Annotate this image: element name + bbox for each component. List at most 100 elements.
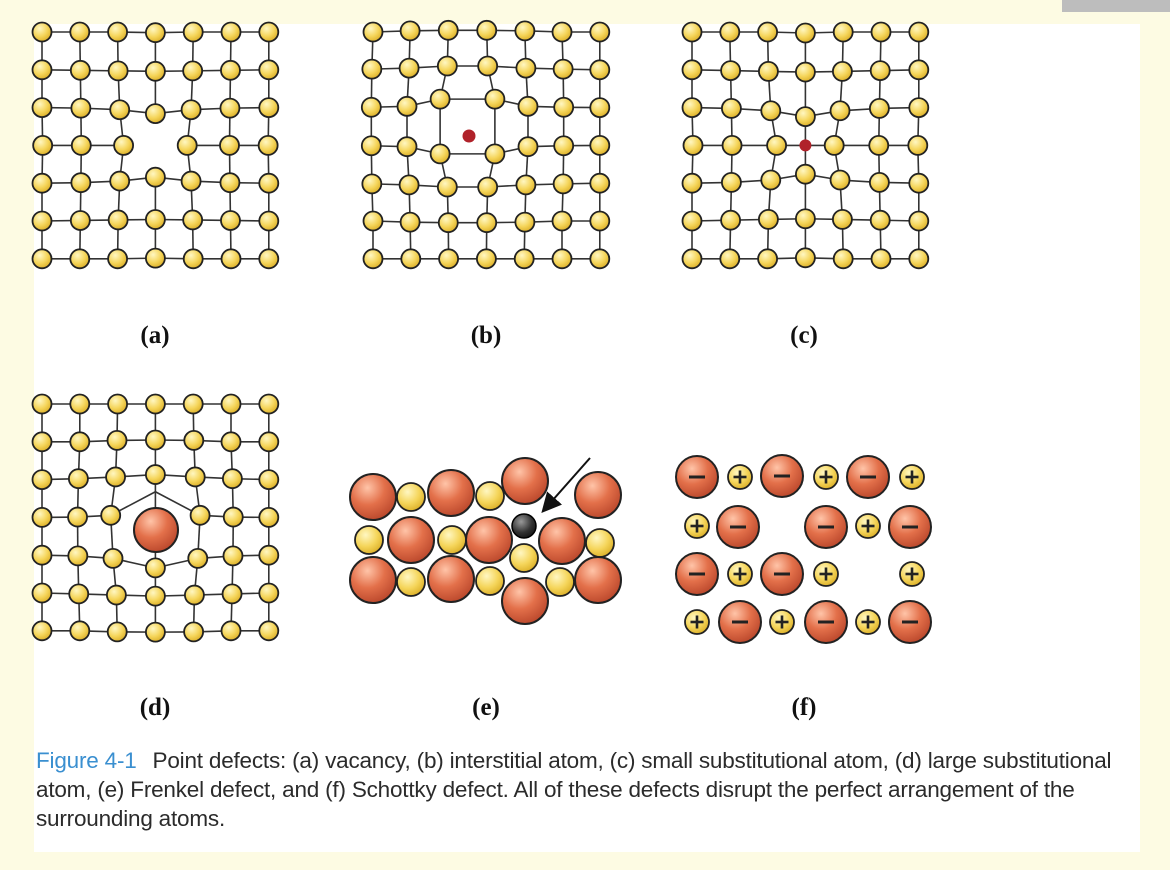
host-atom [766,134,787,156]
cation [354,525,384,555]
host-atom [107,248,128,270]
host-atom [31,210,53,232]
host-atom [721,171,742,193]
cation [585,528,615,558]
host-atom [69,59,91,81]
host-atom [551,248,573,270]
plus-sign-icon [910,470,914,484]
host-atom [220,59,241,81]
host-atom [31,172,53,194]
host-atom [182,60,204,82]
plus-sign-icon [910,567,914,581]
host-atom [70,134,92,156]
host-atom [908,210,930,232]
minus-sign-icon [689,475,705,479]
host-atom [258,544,280,566]
large-substitutional-atom [133,507,179,553]
cation [545,567,575,597]
small-substitutional-atom [799,139,812,152]
host-atom [398,174,420,196]
plus-sign-icon [738,567,742,581]
plus-sign-icon [780,615,784,629]
host-atom [144,585,166,607]
host-atom [220,21,242,43]
host-atom [219,134,240,156]
host-atom [551,210,573,232]
cation [475,481,505,511]
host-atom [908,172,930,194]
host-atom [106,621,128,643]
panel-label-c: (c) [790,322,818,349]
host-atom [361,58,383,80]
host-atom [182,21,204,43]
host-atom [429,143,451,165]
host-atom [514,211,536,233]
host-atom [513,248,535,270]
minus-sign-icon [774,572,790,576]
host-atom [144,429,166,451]
host-atom [436,55,458,77]
host-atom [552,58,574,80]
anion [501,457,549,505]
cation [475,566,505,596]
host-atom [908,248,930,270]
host-atom [517,95,539,117]
host-atom [681,21,703,43]
host-atom [220,620,242,642]
host-atom [360,135,382,157]
host-atom [258,469,280,491]
host-atom [258,21,280,43]
host-atom [258,210,280,232]
minus-sign-icon [732,620,748,624]
host-atom [32,134,54,156]
host-atom [477,55,499,77]
host-atom [760,169,782,191]
plus-sign-icon [866,519,870,533]
host-atom [362,210,384,232]
host-atom [795,163,816,185]
host-atom [31,620,53,642]
host-atom [70,172,92,194]
host-atom [69,431,91,453]
host-atom [719,21,741,43]
host-atom [109,99,131,121]
host-atom [868,134,890,156]
host-atom [144,247,166,269]
host-atom [396,136,418,158]
host-atom [102,548,124,569]
host-atom [398,57,420,79]
host-atom [31,393,53,415]
host-atom [67,545,89,567]
host-atom [438,248,460,270]
host-atom [832,21,854,43]
minus-sign-icon [902,620,918,624]
host-atom [760,100,782,122]
host-atom [908,21,930,43]
minus-sign-icon [689,572,705,576]
host-atom [362,21,384,43]
host-atom [69,210,91,231]
host-atom [823,134,845,156]
interstitial-atom [462,129,476,143]
host-atom [176,134,198,156]
host-atom [399,211,421,233]
host-atom [105,584,127,606]
host-atom [757,21,778,43]
host-atom [475,248,497,270]
host-atom [400,248,422,270]
host-atom [361,173,383,195]
corner-bar [1062,0,1170,12]
anion [427,469,475,517]
host-atom [107,393,128,415]
anion [427,555,475,603]
host-atom [436,176,458,198]
host-atom [795,106,816,127]
host-atom [31,431,53,453]
host-atom [69,21,91,43]
plus-sign-icon [695,615,699,629]
host-atom [31,59,53,81]
host-atom [258,172,280,194]
host-atom [144,209,166,230]
panel-label-f: (f) [792,694,817,721]
host-atom [553,96,575,118]
